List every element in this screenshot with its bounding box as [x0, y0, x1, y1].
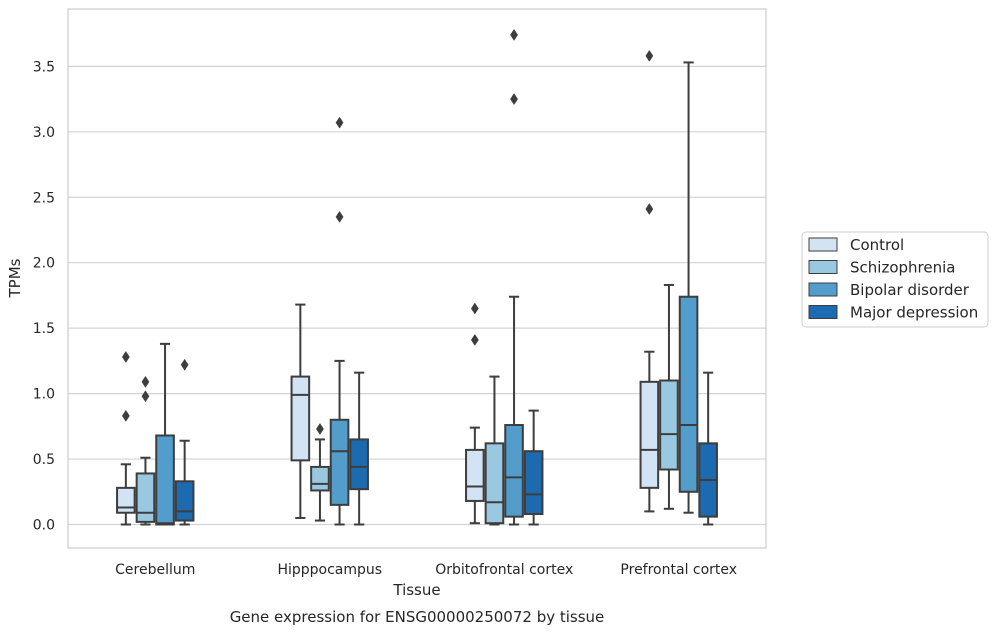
box-iqr: [523, 450, 544, 516]
outlier-point: [141, 375, 150, 388]
box-2-2: [504, 28, 524, 526]
y-tick-label: 0.5: [33, 452, 55, 468]
plot-frame: [67, 8, 767, 549]
box-2-0: [465, 302, 485, 525]
box-iqr: [678, 295, 699, 493]
box-2-3: [523, 409, 544, 526]
x-axis-title: Tissue: [392, 581, 440, 599]
legend-label: Schizophrenia: [850, 259, 955, 277]
box-3-1: [659, 283, 679, 510]
box-iqr: [290, 375, 311, 462]
box-3-3: [698, 371, 718, 526]
box-3-2: [678, 61, 699, 514]
box-1-1: [310, 422, 330, 522]
outlier-point: [335, 210, 344, 223]
box-iqr: [465, 448, 485, 502]
y-tick-label: 1.5: [33, 321, 55, 337]
y-tick-label: 3.5: [33, 59, 55, 75]
box-iqr: [349, 438, 369, 491]
legend-swatch: [808, 237, 838, 252]
box-1-0: [290, 303, 311, 519]
legend-label: Major depression: [850, 304, 978, 322]
y-tick-label: 1.0: [33, 387, 55, 403]
outlier-point: [470, 302, 479, 315]
box-0-0: [116, 350, 136, 526]
x-tick-label: Orbitofrontal cortex: [435, 562, 573, 578]
box-iqr: [135, 472, 156, 523]
outlier-point: [316, 422, 324, 435]
y-tick-label: 0.0: [33, 518, 55, 534]
box-1-3: [349, 371, 369, 526]
box-iqr: [504, 424, 524, 518]
box-iqr: [116, 486, 136, 514]
y-tick-label: 3.0: [33, 125, 55, 141]
y-tick-label: 2.0: [33, 256, 55, 272]
outlier-point: [180, 358, 189, 371]
legend-swatch: [808, 305, 838, 319]
box-iqr: [659, 379, 679, 471]
box-iqr: [484, 442, 505, 525]
outlier-point: [470, 333, 479, 346]
box-2-1: [484, 375, 505, 526]
box-0-3: [174, 358, 195, 526]
y-tick-label: 2.5: [33, 190, 55, 206]
outlier-point: [121, 350, 130, 363]
x-tick-label: Cerebellum: [115, 562, 195, 578]
x-axis-ticks: Cerebellum Hipppocampus Orbitofrontal cort…: [115, 562, 737, 578]
box-0-1: [135, 375, 156, 526]
box-iqr: [639, 380, 660, 489]
legend: Control Schizophrenia Bipolar disorder Majo…: [801, 231, 989, 328]
box-iqr: [174, 480, 195, 522]
outlier-point: [141, 390, 150, 403]
outlier-point: [645, 49, 654, 62]
legend-frame: [801, 231, 989, 328]
box-iqr: [329, 418, 350, 506]
outlier-point: [335, 116, 344, 129]
box-iqr: [310, 465, 330, 492]
box-1-2: [329, 116, 350, 526]
box-3-0: [639, 49, 660, 513]
outlier-point: [510, 93, 518, 106]
legend-swatch: [808, 260, 838, 274]
y-axis-ticks: 0.0 0.5 1.0 1.5 2.0 2.5 3.0 3.5: [33, 59, 55, 533]
box-series: [116, 28, 718, 526]
legend-label: Control: [850, 236, 904, 254]
outlier-point: [645, 203, 654, 215]
x-tick-label: Hipppocampus: [277, 562, 382, 578]
outlier-point: [121, 409, 130, 422]
box-iqr: [155, 434, 175, 526]
x-tick-label: Prefrontal cortex: [620, 562, 737, 578]
legend-swatch: [808, 282, 838, 297]
y-axis-title: TPMs: [6, 258, 24, 298]
legend-label: Bipolar disorder: [850, 281, 970, 299]
outlier-point: [510, 28, 518, 41]
chart-caption: Gene expression for ENSG00000250072 by t…: [230, 608, 605, 626]
box-0-2: [155, 342, 175, 526]
